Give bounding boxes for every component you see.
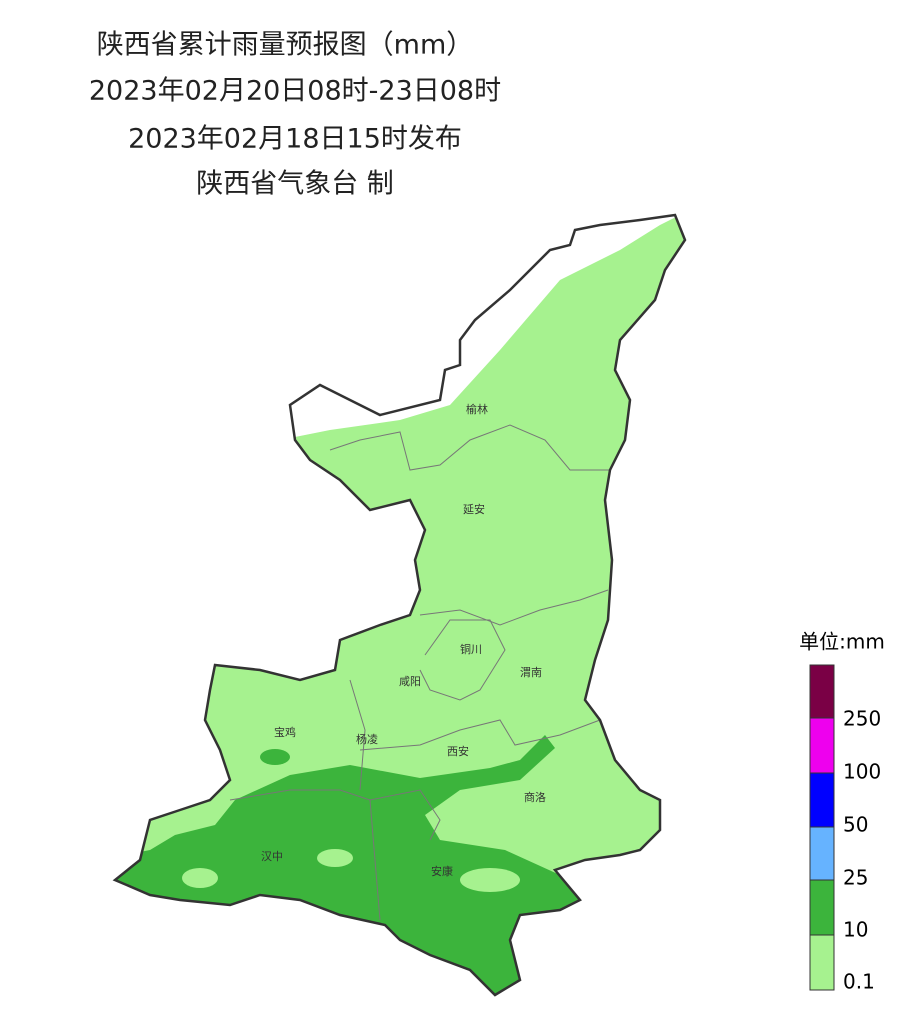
legend-label: 250 xyxy=(843,707,881,731)
legend-swatch xyxy=(809,934,835,991)
city-label: 商洛 xyxy=(524,790,546,804)
city-label: 延安 xyxy=(463,502,485,516)
period: 2023年02月20日08时-23日08时 xyxy=(89,76,501,107)
legend: 单位:mm xyxy=(799,630,885,991)
legend-swatch xyxy=(809,826,835,881)
legend-label: 10 xyxy=(843,918,868,942)
city-label: 宝鸡 xyxy=(274,725,296,739)
legend-label: 100 xyxy=(843,760,881,784)
city-label: 西安 xyxy=(447,744,469,758)
district-boundaries xyxy=(229,424,610,921)
rain-fill xyxy=(115,215,685,995)
legend-swatch xyxy=(809,664,835,719)
legend-swatch xyxy=(809,879,835,936)
legend-swatch xyxy=(809,717,835,774)
city-label: 铜川 xyxy=(460,642,482,656)
city-label: 汉中 xyxy=(261,850,283,863)
city-label: 安康 xyxy=(431,864,453,878)
legend-label: 25 xyxy=(843,866,868,890)
city-label: 渭南 xyxy=(520,666,542,679)
city-label: 杨凌 xyxy=(356,732,378,746)
title: 陕西省累计雨量预报图（mm） xyxy=(97,30,474,61)
issued: 2023年02月18日15时发布 xyxy=(128,124,462,155)
legend-swatch xyxy=(809,772,835,828)
issuer: 陕西省气象台 制 xyxy=(196,169,394,200)
province-outline xyxy=(112,213,687,997)
city-label: 咸阳 xyxy=(399,675,421,688)
legend-label: 0.1 xyxy=(843,970,875,994)
city-label: 榆林 xyxy=(466,402,488,416)
legend-label: 50 xyxy=(843,813,868,837)
legend-unit: 单位:mm xyxy=(799,630,885,654)
